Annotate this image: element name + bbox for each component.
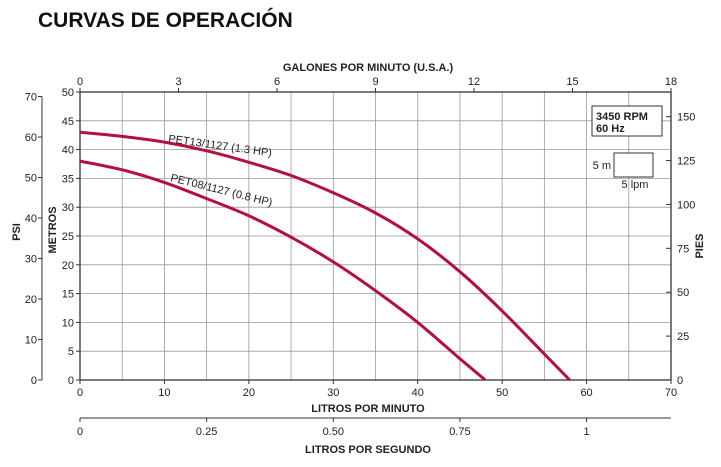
metros-tick-label: 5 (68, 346, 74, 358)
x-tick-label: 70 (665, 387, 677, 399)
top-axis-title: GALONES POR MINUTO (U.S.A.) (283, 62, 454, 74)
lps-tick-label: 0 (77, 426, 83, 438)
top-tick-label: 9 (372, 76, 378, 88)
pies-tick-label: 75 (677, 243, 689, 255)
top-tick-label: 12 (468, 76, 480, 88)
series-line-2 (79, 159, 487, 382)
pies-tick-label: 150 (677, 112, 695, 124)
psi-tick-label: 20 (25, 294, 37, 306)
pies-tick-label: 0 (677, 375, 683, 387)
pies-tick-label: 100 (677, 199, 695, 211)
rpm-box: 3450 RPM 60 Hz (591, 105, 663, 137)
top-tick-label: 6 (274, 76, 280, 88)
psi-tick-label: 60 (25, 132, 37, 144)
psi-tick-label: 10 (25, 335, 37, 347)
metros-axis-title: METROS (47, 206, 59, 253)
metros-tick-label: 25 (62, 231, 74, 243)
pies-axis-title: PIES (694, 233, 706, 258)
x-tick-label: 0 (77, 387, 83, 399)
metros-tick-label: 45 (62, 116, 74, 128)
psi-tick-label: 70 (25, 92, 37, 104)
psi-tick-label: 30 (25, 254, 37, 266)
lps-tick-label: 1 (584, 426, 590, 438)
metros-tick-label: 0 (68, 375, 74, 387)
metros-tick-label: 15 (62, 289, 74, 301)
lps-axis-title: LITROS POR SEGUNDO (305, 444, 431, 456)
axes-layer: 0 10 20 30 40 50 60 700 3 6 9 12 15 18051015202530354… (25, 76, 696, 438)
page-title: CURVAS DE OPERACIÓN (38, 9, 293, 32)
grid (80, 92, 671, 380)
scale-box: 5 m 5 lpm (593, 152, 654, 191)
scale-box-square (613, 152, 654, 178)
x-axis-title: LITROS POR MINUTO (311, 403, 425, 415)
top-tick-label: 15 (566, 76, 578, 88)
metros-tick-label: 10 (62, 317, 74, 329)
series-line-1 (79, 130, 571, 382)
lps-tick-label: 0.25 (196, 426, 217, 438)
x-tick-label: 60 (580, 387, 592, 399)
x-tick-label: 40 (412, 387, 424, 399)
metros-tick-label: 35 (62, 173, 74, 185)
scale-horizontal-label: 5 lpm (622, 179, 649, 191)
pies-tick-label: 25 (677, 331, 689, 343)
top-tick-label: 18 (665, 76, 677, 88)
pies-tick-label: 50 (677, 287, 689, 299)
x-tick-label: 10 (158, 387, 170, 399)
metros-tick-label: 50 (62, 87, 74, 99)
x-tick-label: 20 (243, 387, 255, 399)
top-tick-label: 3 (175, 76, 181, 88)
psi-axis-title: PSI (11, 223, 23, 241)
x-tick-label: 50 (496, 387, 508, 399)
metros-tick-label: 40 (62, 145, 74, 157)
top-tick-label: 0 (77, 76, 83, 88)
x-tick-label: 30 (327, 387, 339, 399)
lps-tick-label: 0.50 (323, 426, 344, 438)
scale-vertical-label: 5 m (593, 160, 611, 172)
rpm-label: 3450 RPM (596, 111, 648, 123)
psi-tick-label: 0 (31, 375, 37, 387)
metros-tick-label: 30 (62, 202, 74, 214)
rpm-box-frame (591, 105, 663, 137)
metros-tick-label: 20 (62, 260, 74, 272)
lps-tick-label: 0.75 (449, 426, 470, 438)
series-layer: PET13/1127 (1.3 HP)PET08/1127 (0.8 HP) (79, 130, 571, 382)
psi-tick-label: 40 (25, 213, 37, 225)
pies-tick-label: 125 (677, 156, 695, 168)
hz-label: 60 Hz (596, 123, 625, 135)
psi-tick-label: 50 (25, 173, 37, 185)
